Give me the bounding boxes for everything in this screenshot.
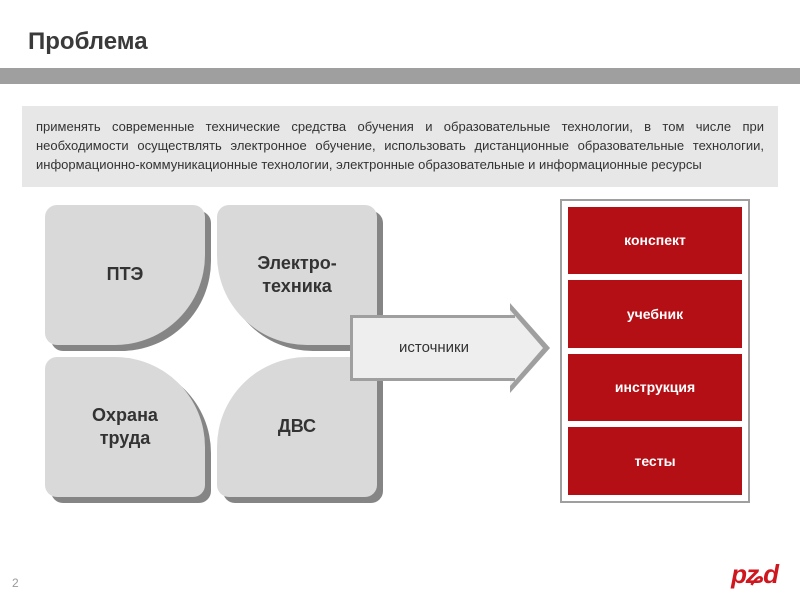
arrow-label: источники	[399, 339, 469, 356]
sources-arrow: источники	[350, 315, 550, 381]
description-text: применять современные технические средст…	[22, 106, 778, 187]
rzd-logo: pʑd	[731, 559, 778, 590]
resources-stack: конспект учебник инструкция тесты	[560, 199, 750, 503]
diagram-area: ПТЭ Электро-техника Охранатруда ДВС исто…	[0, 205, 800, 535]
stack-item: инструкция	[568, 354, 742, 422]
petal-bottom-right-label: ДВС	[278, 415, 316, 438]
stack-item: тесты	[568, 427, 742, 495]
stack-item: конспект	[568, 207, 742, 275]
petal-top-right-label: Электро-техника	[257, 252, 336, 297]
stack-item: учебник	[568, 280, 742, 348]
title-underline-bar	[0, 68, 800, 84]
subject-cluster: ПТЭ Электро-техника Охранатруда ДВС	[45, 205, 385, 505]
petal-top-left-label: ПТЭ	[107, 263, 144, 286]
page-title: Проблема	[28, 28, 800, 56]
page-number: 2	[12, 576, 19, 590]
petal-bottom-left-label: Охранатруда	[92, 404, 158, 449]
